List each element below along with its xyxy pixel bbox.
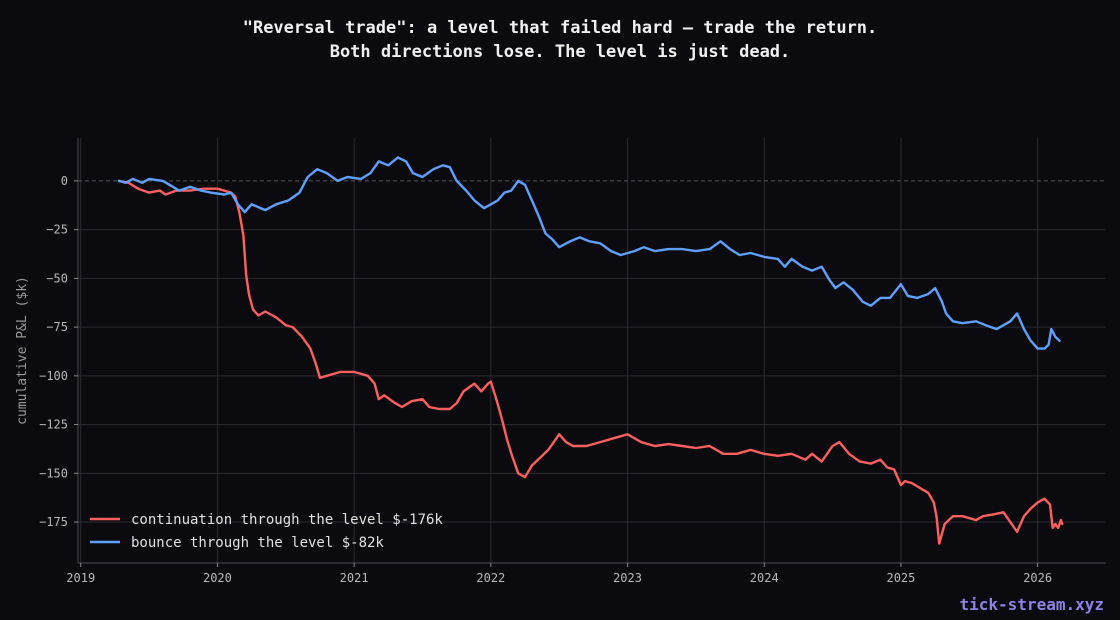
legend-label: bounce through the level $-82k bbox=[131, 535, 384, 551]
y-tick-label: −25 bbox=[46, 223, 68, 237]
chart-title: "Reversal trade": a level that failed ha… bbox=[0, 16, 1120, 64]
x-tick-label: 2019 bbox=[66, 571, 95, 585]
legend: continuation through the level $-176k bou… bbox=[90, 512, 443, 551]
series-lines bbox=[117, 156, 1064, 545]
x-axis-ticks: 2019 2020 2021 2022 2023 2024 2025 2026 bbox=[66, 563, 1052, 585]
y-tick-label: −125 bbox=[39, 418, 68, 432]
chart-title-line1: "Reversal trade": a level that failed ha… bbox=[242, 18, 878, 38]
chart-title-line2: Both directions lose. The level is just … bbox=[329, 42, 791, 62]
x-tick-label: 2020 bbox=[203, 571, 232, 585]
plot-frame bbox=[77, 138, 1106, 564]
x-tick-label: 2023 bbox=[613, 571, 642, 585]
bounce-series-line bbox=[117, 156, 1061, 350]
y-tick-label: −100 bbox=[39, 369, 68, 383]
x-tick-label: 2026 bbox=[1023, 571, 1052, 585]
legend-item-continuation: continuation through the level $-176k bbox=[90, 512, 443, 528]
x-tick-label: 2024 bbox=[750, 571, 779, 585]
continuation-series-line bbox=[117, 179, 1064, 545]
brand-watermark: tick-stream.xyz bbox=[959, 595, 1105, 614]
y-tick-label: −150 bbox=[39, 466, 68, 480]
y-tick-label: −75 bbox=[46, 320, 68, 334]
y-axis-label: cumulative P&L ($k) bbox=[15, 276, 30, 425]
y-tick-label: −175 bbox=[39, 515, 68, 529]
x-tick-label: 2021 bbox=[340, 571, 369, 585]
legend-item-bounce: bounce through the level $-82k bbox=[90, 535, 384, 551]
grid bbox=[78, 138, 1106, 563]
y-axis-ticks: 0 −25 −50 −75 −100 −125 −150 −175 bbox=[39, 174, 78, 529]
y-tick-label: −50 bbox=[46, 271, 68, 285]
x-tick-label: 2022 bbox=[476, 571, 505, 585]
legend-label: continuation through the level $-176k bbox=[131, 512, 443, 528]
x-tick-label: 2025 bbox=[886, 571, 915, 585]
y-tick-label: 0 bbox=[61, 174, 68, 188]
